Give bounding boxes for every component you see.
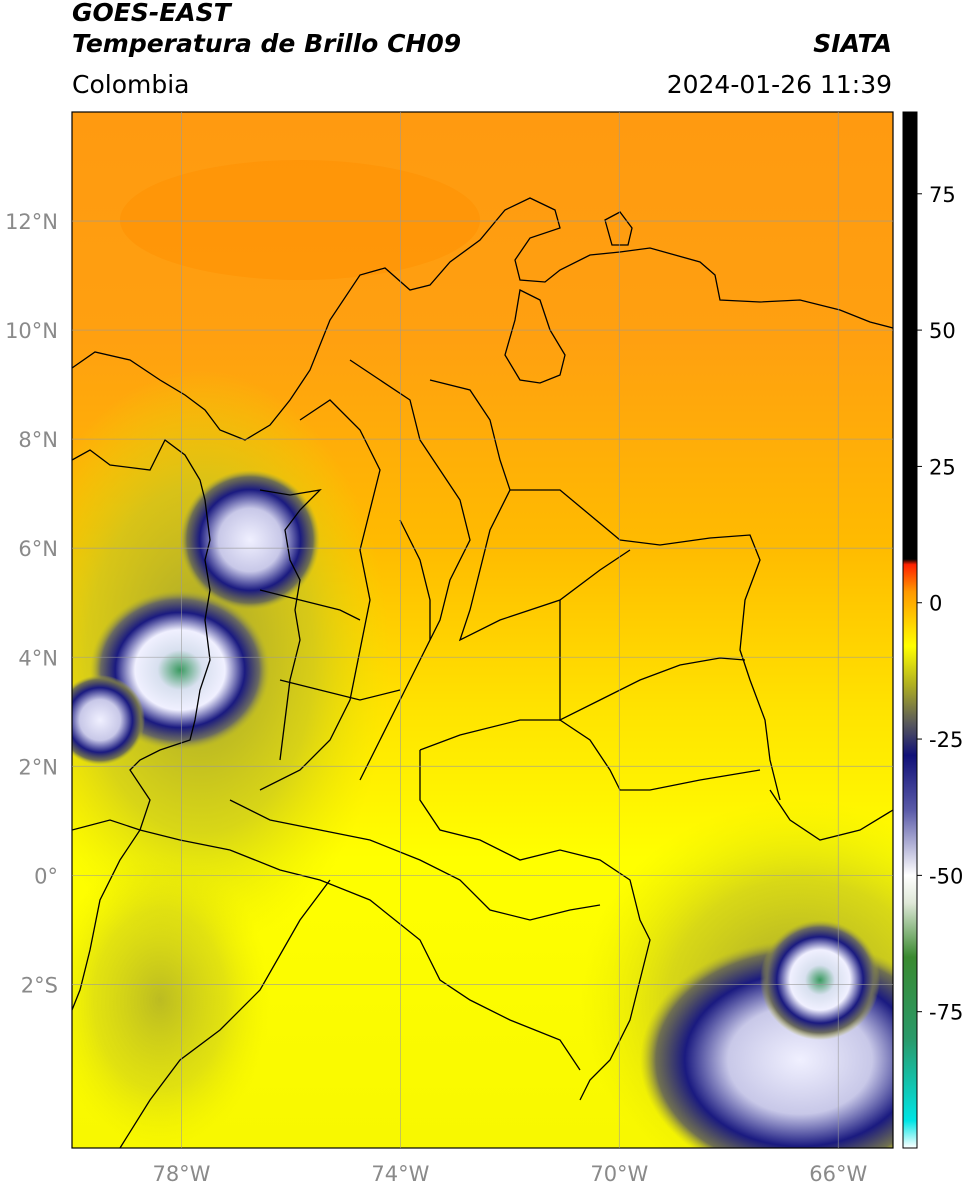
putumayo-border [139, 829, 581, 1071]
product-title: Temperatura de Brillo CH09 [72, 29, 462, 58]
graticule [72, 112, 893, 1148]
colorbar-tick-label: 75 [929, 183, 956, 207]
colorbar-frame [902, 111, 918, 1149]
lon-tick-label: 66°W [809, 1162, 867, 1186]
colorbar-tick-label: 0 [929, 592, 942, 616]
department-border-3 [458, 489, 631, 642]
department-border-8 [399, 519, 431, 640]
satellite-title: GOES-EAST [72, 0, 231, 27]
lat-tick-label: 10°N [5, 319, 58, 343]
olive-cloud-area-southwest [72, 850, 270, 1148]
lat-tick-label: 6°N [18, 537, 58, 561]
colorbar-tick-label: -75 [929, 1001, 963, 1025]
lat-tick-label: 2°S [21, 973, 58, 997]
map-field [72, 112, 893, 1148]
lon-tick-label: 70°W [590, 1162, 648, 1186]
longitude-labels: 78°W 74°W 70°W 66°W [152, 1162, 867, 1186]
datetime-label: 2024-01-26 11:39 [666, 70, 892, 99]
department-border-5 [419, 719, 761, 791]
convective-cell-north [180, 470, 320, 610]
department-border-1 [259, 399, 381, 791]
peru-brazil-border [419, 750, 651, 1101]
peru-ecuador-border [119, 879, 331, 1148]
warm-patch [120, 160, 480, 280]
brand-label: SIATA [813, 29, 892, 58]
convective-cell-southeast-core [760, 920, 880, 1040]
lat-tick-label: 8°N [18, 428, 58, 452]
convective-cell-coast [72, 675, 145, 765]
lat-tick-label: 0° [34, 864, 58, 888]
colorbar-tick-label: -25 [929, 728, 963, 752]
department-border-7 [279, 679, 401, 701]
western-cordillera-border [259, 489, 322, 761]
ecuador-border [229, 799, 601, 921]
map-frame [71, 111, 894, 1149]
brazil-border-east [769, 789, 893, 841]
pacific-coastline [72, 439, 211, 1011]
lon-tick-label: 74°W [371, 1162, 429, 1186]
colorbar [903, 112, 917, 1148]
department-border-6 [259, 589, 361, 621]
latitude-labels: 12°N 10°N 8°N 6°N 4°N 2°N 0° 2°S [5, 210, 58, 997]
caribbean-coastline [72, 197, 893, 441]
lake-maracaibo [504, 289, 566, 384]
venezuela-border [429, 379, 781, 801]
colorbar-tick-label: -50 [929, 864, 963, 888]
paraguana-peninsula [604, 211, 633, 246]
ecuador-coast-segment [72, 819, 141, 831]
lat-tick-label: 2°N [18, 755, 58, 779]
lat-tick-label: 12°N [5, 210, 58, 234]
region-label: Colombia [72, 70, 190, 99]
colorbar-tick-labels: 75 50 25 0 -25 -50 -75 [917, 183, 963, 1025]
lat-tick-label: 4°N [18, 646, 58, 670]
coastlines-and-borders [72, 197, 893, 1148]
colorbar-tick-label: 50 [929, 319, 956, 343]
lon-tick-label: 78°W [152, 1162, 210, 1186]
colorbar-tick-label: 25 [929, 455, 956, 479]
